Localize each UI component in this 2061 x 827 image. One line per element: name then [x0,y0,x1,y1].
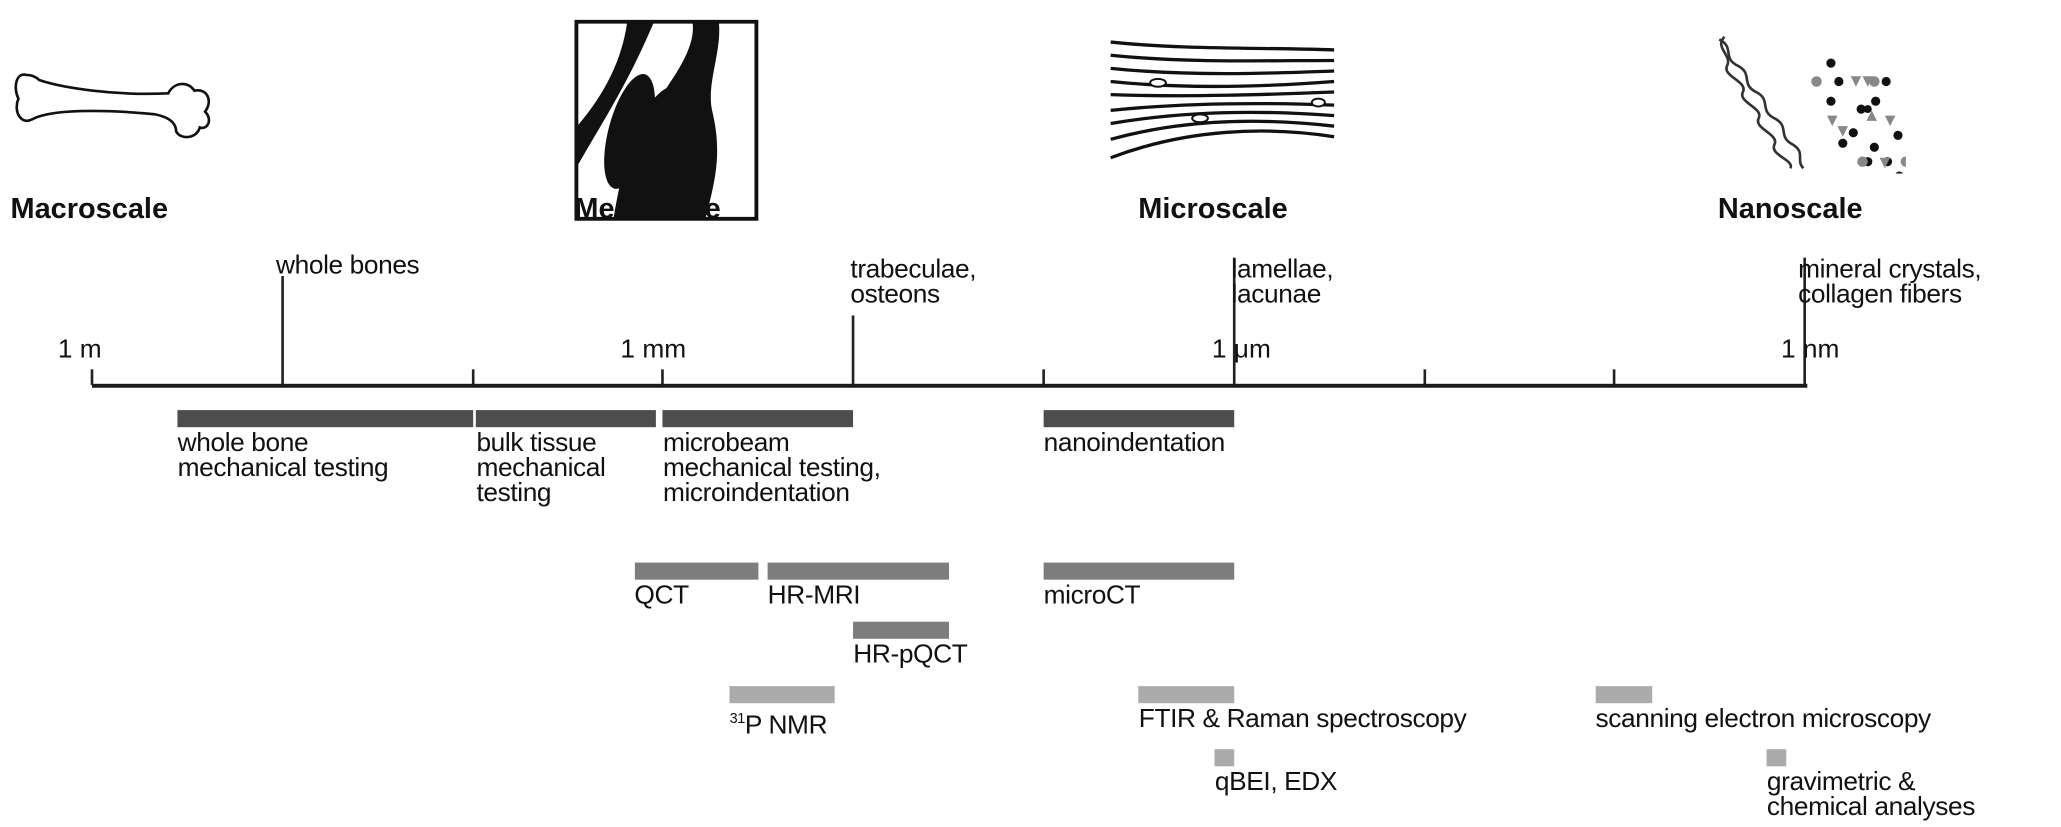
axis-tick [1232,257,1236,386]
method-range-bar [1766,749,1786,767]
method-range-bar [729,686,835,704]
structure-label-lamellae: lamellae, lacunae [1231,254,1334,309]
axis-tick [90,369,94,386]
heading-macroscale: Macroscale [10,191,169,225]
axis-tick [281,276,284,386]
heading-microscale: Microscale [1138,191,1288,225]
heading-nanoscale: Nanoscale [1717,191,1863,225]
heading-mesoscale: Mesoscale [574,191,721,225]
method-range-bar [767,562,949,580]
method-label: HR-pQCT [853,640,968,670]
method-label: HR-MRI [767,580,861,610]
axis-tick [851,315,855,386]
method-label: 31P NMR [729,711,828,741]
unit-label-1mm: 1 mm [620,335,687,365]
axis-tick [1803,257,1807,386]
method-label: nanoindentation [1043,428,1226,458]
axis-tick [661,369,665,386]
scale-axis-line [92,383,1808,388]
method-range-bar [1043,562,1234,580]
method-label: QCT [634,580,689,610]
method-range-bar [177,410,473,428]
structure-label-trabeculae: trabeculae, osteons [850,254,977,309]
axis-tick [471,369,474,386]
trabecular-bone-icon [574,19,759,221]
structure-label-mineral: mineral crystals, collagen fibers [1798,254,1982,309]
method-range-bar [1214,749,1234,767]
axis-tick [1613,369,1616,386]
unit-label-1nm: 1 nm [1781,335,1840,365]
method-label: scanning electron microscopy [1595,704,1932,734]
method-label: qBEI, EDX [1214,767,1338,797]
method-range-bar [634,562,759,580]
unit-label-1m: 1 m [57,335,102,365]
axis-tick [1422,369,1426,386]
collagen-mineral-icon [1718,35,1906,174]
method-label: microCT [1043,580,1141,610]
method-range-bar [1043,410,1234,428]
method-range-bar [476,410,656,428]
method-range-bar [1138,686,1234,704]
method-range-bar [1595,686,1653,704]
method-label: microbeam mechanical testing, microinden… [662,428,881,508]
method-label: gravimetric & chemical analyses [1766,767,1975,822]
method-range-bar [662,410,854,428]
method-range-bar [853,621,949,639]
lamellae-icon [1110,40,1335,160]
structure-label-whole-bones: whole bones [276,251,420,280]
method-label: whole bone mechanical testing [177,428,389,483]
method-label: bulk tissue mechanical testing [476,428,606,508]
method-label: FTIR & Raman spectroscopy [1138,704,1467,734]
unit-label-1um: 1 μm [1211,335,1271,365]
bone-icon [14,73,211,139]
axis-tick [1042,369,1045,386]
